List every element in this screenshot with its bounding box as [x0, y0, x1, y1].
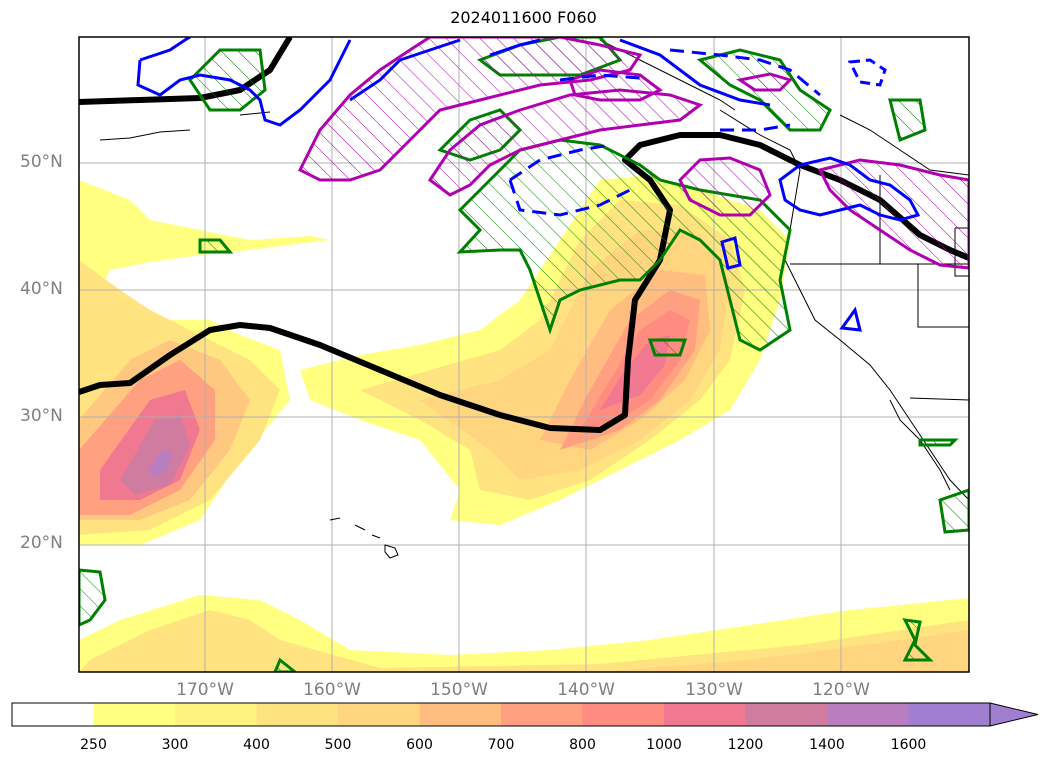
colorbar-segment	[827, 703, 909, 726]
colorbar-tick-label: 800	[569, 737, 596, 753]
colorbar-tick-label: 500	[324, 737, 352, 753]
magenta-contours	[297, 37, 969, 270]
colorbar-tick-label: 400	[243, 737, 270, 753]
colorbar-segment	[12, 703, 94, 726]
colorbar	[11, 702, 1039, 727]
colorbar-segment	[582, 703, 665, 726]
latitude-label: 20°N	[20, 533, 63, 553]
blue-contours	[136, 37, 921, 332]
colorbar-tick-label: 1600	[890, 737, 927, 753]
latitude-label: 50°N	[20, 152, 63, 172]
latitude-label: 30°N	[20, 406, 63, 426]
colorbar-outline	[11, 702, 990, 727]
colorbar-segment	[175, 703, 257, 726]
colorbar-segment	[338, 703, 420, 726]
longitude-label: 140°W	[557, 680, 615, 700]
longitude-label: 170°W	[176, 680, 234, 700]
southern-moisture-band	[79, 595, 969, 672]
colorbar-segment	[93, 703, 176, 726]
map-title: 2024011600 F060	[450, 8, 597, 27]
longitude-label: 160°W	[303, 680, 361, 700]
colorbar-tick-label: 1200	[727, 737, 764, 753]
longitude-label: 130°W	[685, 680, 743, 700]
colorbar-segment	[419, 703, 502, 726]
colorbar-segment	[256, 703, 339, 726]
colorbar-extend-arrow	[989, 702, 1039, 727]
colorbar-tick-label: 300	[161, 737, 189, 753]
colorbar-segment	[664, 703, 746, 726]
colorbar-tick-label: 700	[487, 737, 515, 753]
latitude-label: 40°N	[20, 279, 63, 299]
colorbar-tick-label: 1400	[809, 737, 845, 753]
colorbar-segment	[745, 703, 828, 726]
colorbar-segment	[908, 703, 991, 726]
colorbar-tick-label: 250	[80, 737, 107, 753]
colorbar-tick-label: 600	[406, 737, 433, 753]
colorbar-tick-label: 1000	[646, 737, 682, 753]
longitude-label: 150°W	[430, 680, 488, 700]
map-frame	[78, 36, 970, 673]
longitude-label: 120°W	[812, 680, 870, 700]
colorbar-segment	[501, 703, 583, 726]
